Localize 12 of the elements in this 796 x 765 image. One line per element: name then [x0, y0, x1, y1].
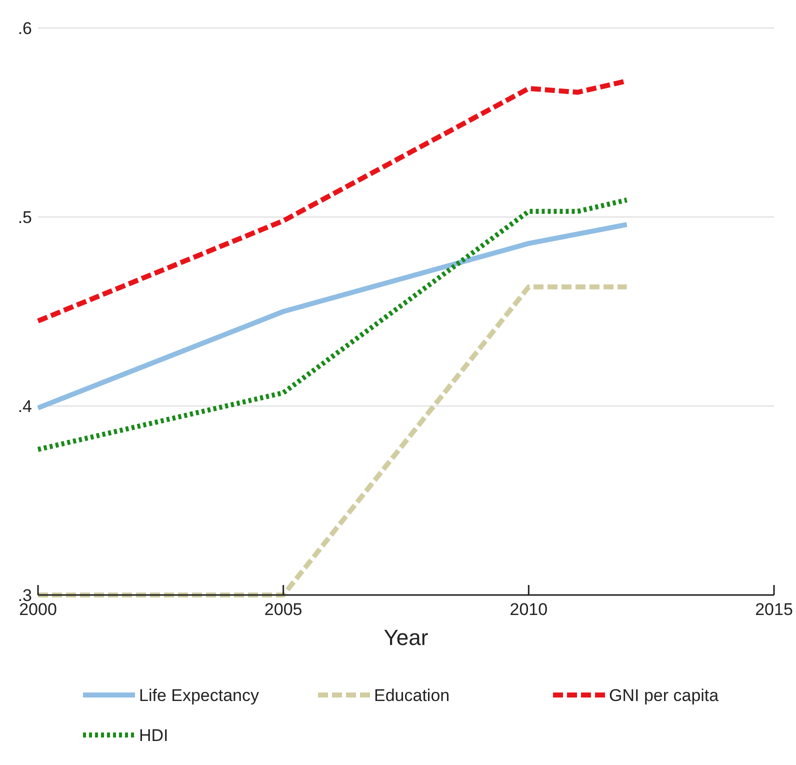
- legend-label: Life Expectancy: [139, 686, 260, 705]
- y-tick-label: .4: [18, 396, 32, 416]
- x-tick-label: 2000: [19, 600, 57, 619]
- legend-label: GNI per capita: [609, 686, 720, 705]
- x-tick-label: 2005: [264, 600, 302, 619]
- x-tick-label: 2015: [755, 600, 793, 619]
- y-tick-label: .5: [18, 208, 32, 227]
- y-tick-label: .6: [18, 18, 32, 38]
- legend-label: Education: [374, 686, 450, 705]
- x-axis-title: Year: [384, 625, 428, 650]
- legend-label: HDI: [139, 726, 168, 745]
- x-tick-label: 2010: [510, 600, 548, 619]
